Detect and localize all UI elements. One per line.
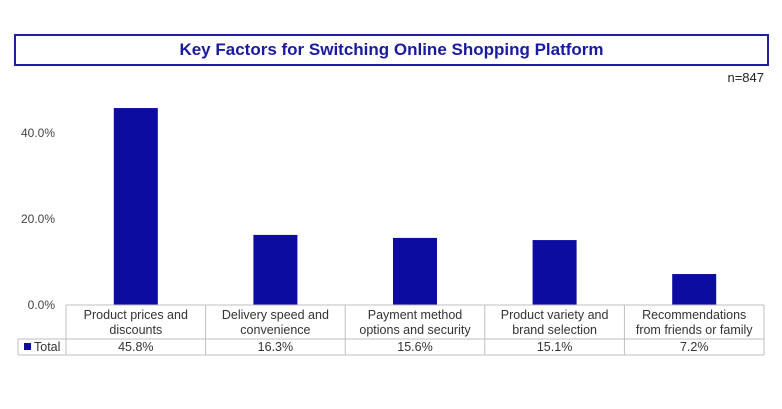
bar	[253, 234, 298, 305]
legend-swatch	[24, 343, 31, 350]
data-label: 16.3%	[258, 340, 293, 354]
series-name: Total	[34, 340, 60, 354]
data-label: 15.6%	[397, 340, 432, 354]
bar	[532, 240, 577, 305]
chart-title: Key Factors for Switching Online Shoppin…	[179, 40, 604, 59]
data-label: 45.8%	[118, 340, 153, 354]
y-tick-label: 20.0%	[21, 212, 55, 226]
bar	[672, 274, 717, 305]
category-label: Product variety and	[501, 308, 609, 322]
bar	[393, 237, 437, 305]
data-label: 7.2%	[680, 340, 709, 354]
category-label: convenience	[240, 323, 310, 337]
category-label: Recommendations	[642, 308, 746, 322]
category-label: Payment method	[368, 308, 463, 322]
category-label: Delivery speed and	[222, 308, 329, 322]
sample-size-note: n=847	[727, 70, 764, 85]
category-label: options and security	[359, 323, 471, 337]
data-label: 15.1%	[537, 340, 572, 354]
category-label: Product prices and	[84, 308, 188, 322]
y-tick-label: 40.0%	[21, 126, 55, 140]
category-label: discounts	[109, 323, 162, 337]
y-tick-label: 0.0%	[28, 298, 56, 312]
category-label: brand selection	[512, 323, 597, 337]
chart-title-box: Key Factors for Switching Online Shoppin…	[14, 34, 769, 66]
bar	[113, 108, 158, 305]
category-label: from friends or family	[636, 323, 753, 337]
